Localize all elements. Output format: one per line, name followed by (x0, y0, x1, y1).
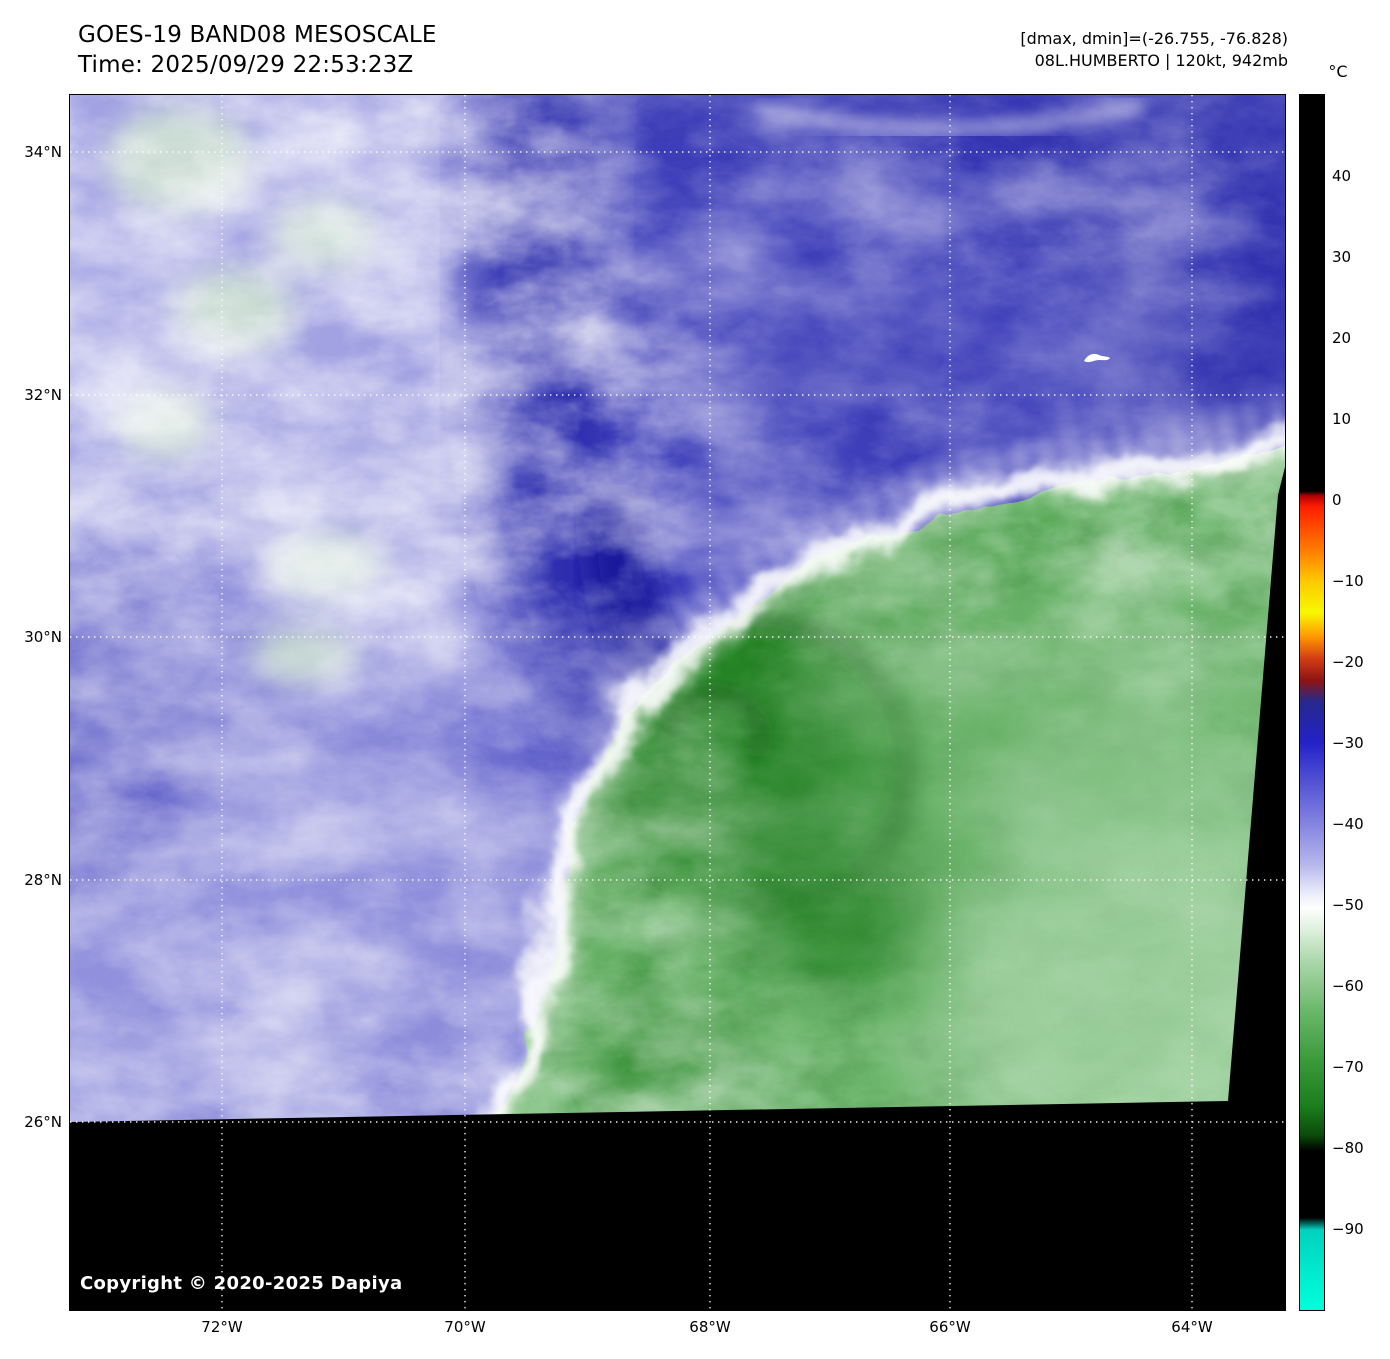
lon-label: 68°W (689, 1318, 731, 1336)
lon-label: 70°W (444, 1318, 486, 1336)
lat-label: 30°N (24, 628, 62, 646)
bermuda-outline (1084, 353, 1110, 363)
figure-title: GOES-19 BAND08 MESOSCALE (78, 22, 437, 48)
colorbar-tick-label: −20 (1332, 653, 1364, 671)
colorbar (1299, 94, 1325, 1311)
colorbar-tick-label: 30 (1332, 248, 1352, 266)
colorbar-tick-label: 40 (1332, 167, 1352, 185)
colorbar-tick-label: 0 (1332, 491, 1342, 509)
lat-label: 34°N (24, 143, 62, 161)
no-data-region (70, 467, 1285, 1310)
storm-info-label: 08L.HUMBERTO | 120kt, 942mb (1034, 51, 1288, 70)
time-label: Time: 2025/09/29 22:53:23Z (78, 52, 414, 78)
lat-label: 28°N (24, 871, 62, 889)
lon-label: 64°W (1171, 1318, 1213, 1336)
colorbar-tick-label: 20 (1332, 329, 1352, 347)
colorbar-tick-label: 10 (1332, 410, 1352, 428)
lat-label: 32°N (24, 386, 62, 404)
colorbar-tick-label: −40 (1332, 815, 1364, 833)
dmax-dmin-label: [dmax, dmin]=(-26.755, -76.828) (1020, 29, 1288, 48)
colorbar-tick-label: −60 (1332, 977, 1364, 995)
colorbar-unit-label: °C (1328, 62, 1348, 81)
colorbar-tick-label: −10 (1332, 572, 1364, 590)
lon-label: 72°W (201, 1318, 243, 1336)
colorbar-tick-label: −90 (1332, 1220, 1364, 1238)
colorbar-tick-label: −50 (1332, 896, 1364, 914)
header-right: [dmax, dmin]=(-26.755, -76.828) 08L.HUMB… (1020, 28, 1288, 72)
colorbar-tick-label: −70 (1332, 1058, 1364, 1076)
copyright: Copyright © 2020-2025 Dapiya (80, 1273, 403, 1294)
satellite-map: Copyright © 2020-2025 Dapiya (69, 94, 1286, 1311)
colorbar-tick-label: −80 (1332, 1139, 1364, 1157)
colorbar-tick-label: −30 (1332, 734, 1364, 752)
lat-label: 26°N (24, 1113, 62, 1131)
lon-label: 66°W (929, 1318, 971, 1336)
satellite-image (70, 95, 1285, 1310)
